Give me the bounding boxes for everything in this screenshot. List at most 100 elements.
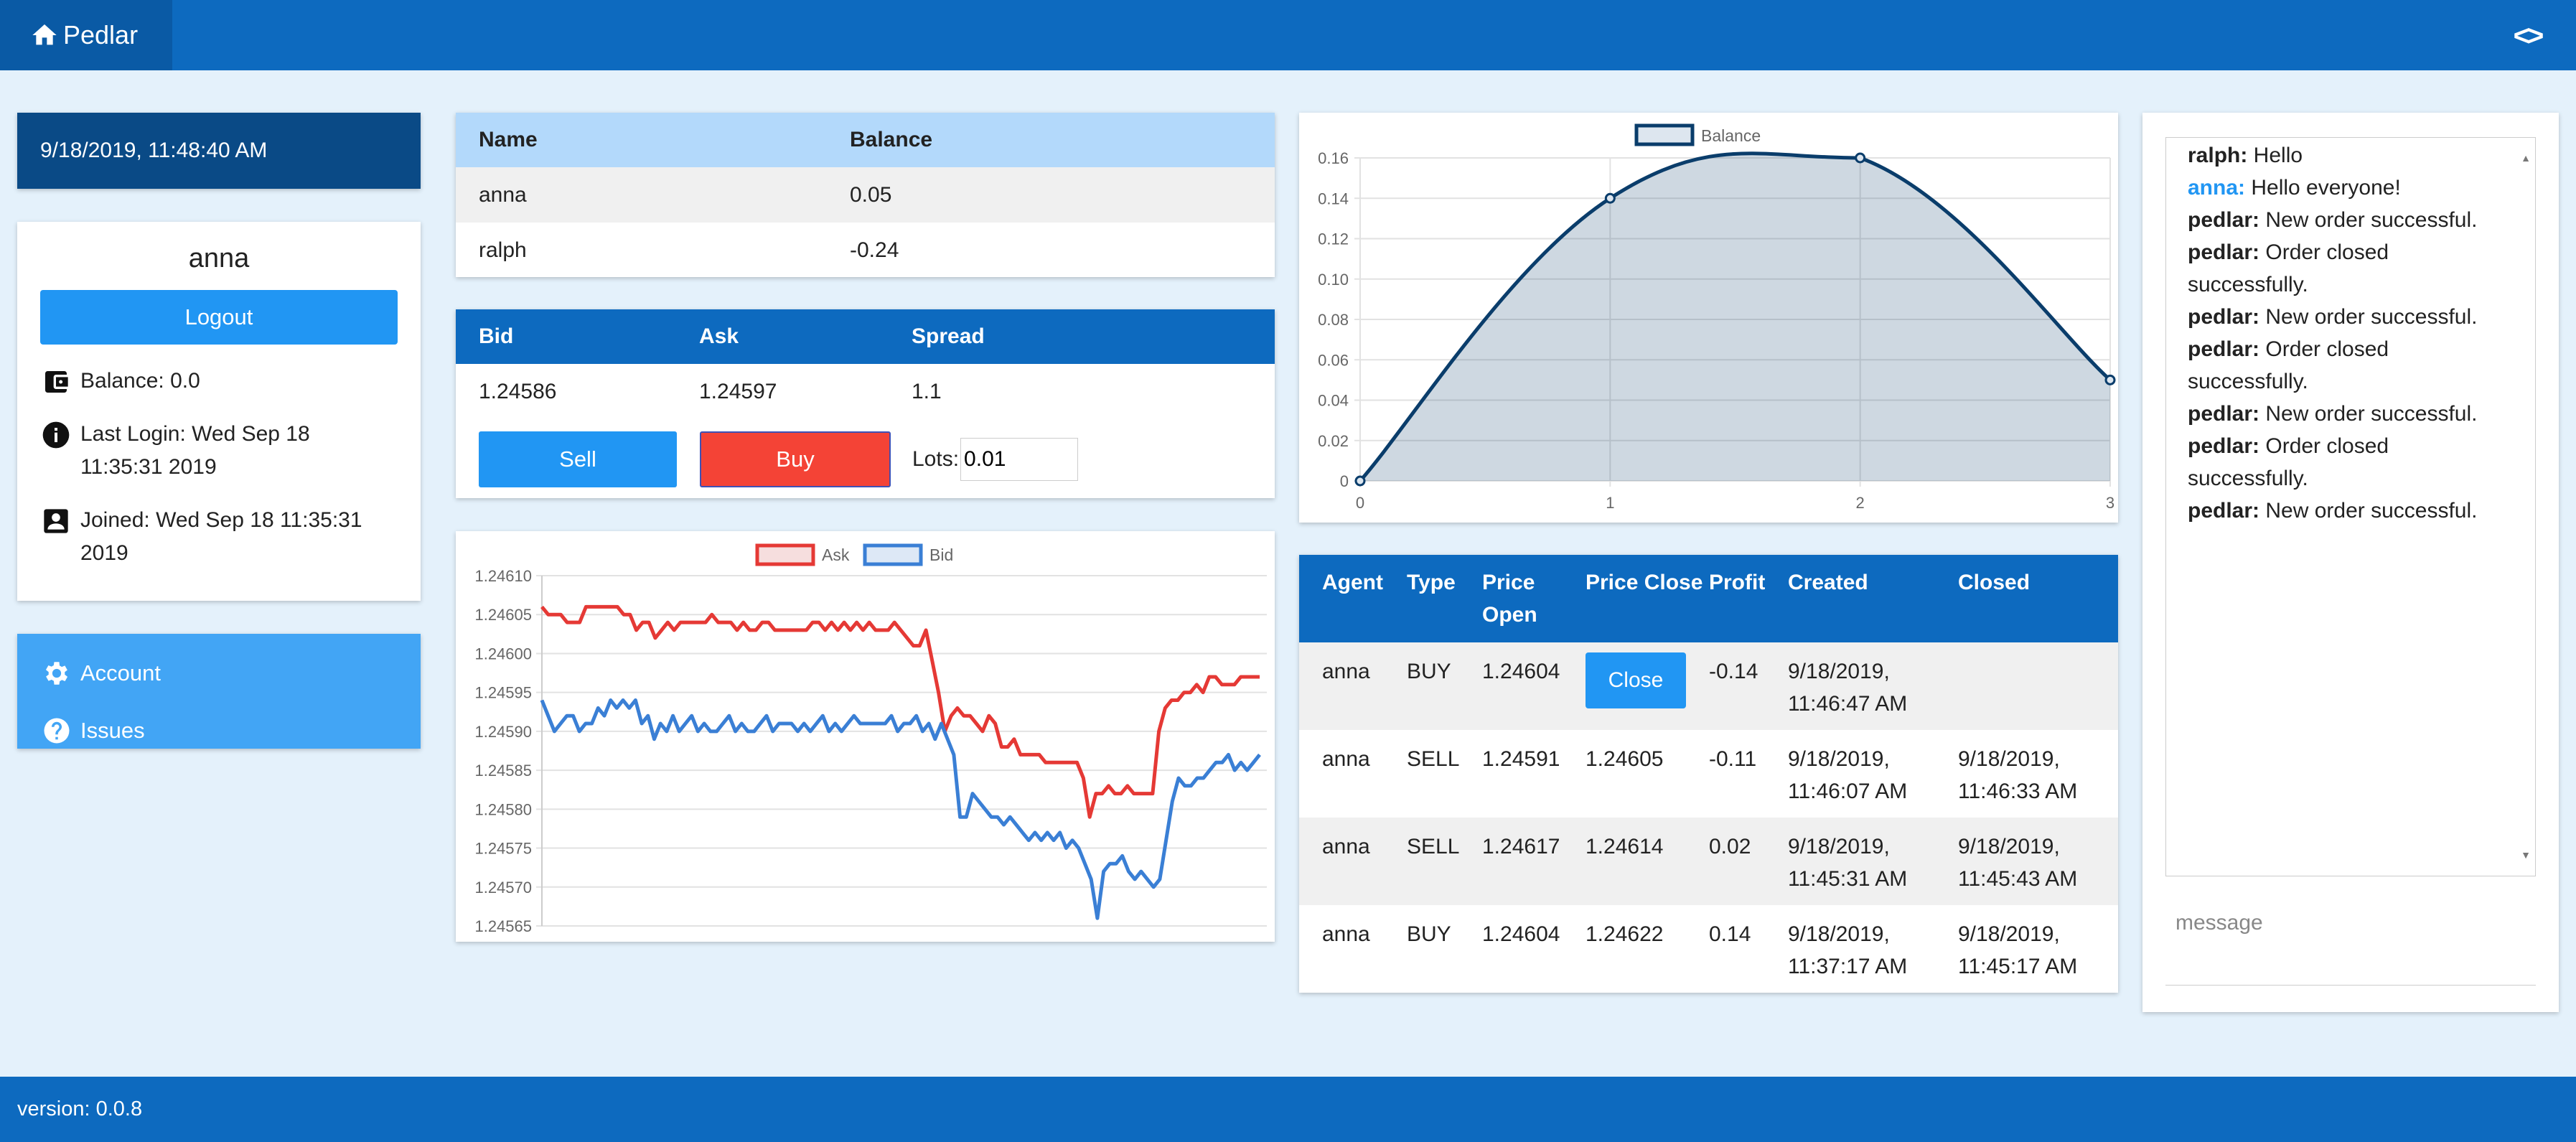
trade-controls: Sell Buy Lots: <box>479 431 1275 487</box>
accounts-table: Name Balance anna 0.05 ralph -0.24 <box>456 113 1275 278</box>
x-tick-label: 3 <box>2106 494 2114 512</box>
last-login-row: Last Login: Wed Sep 18 11:35:31 2019 <box>40 418 398 484</box>
order-agent: anna <box>1322 747 1370 771</box>
column-header-bid: Bid <box>456 309 676 364</box>
order-type: SELL <box>1407 818 1482 905</box>
y-tick-label: 1.24605 <box>474 606 532 624</box>
y-tick-label: 1.24600 <box>474 645 532 663</box>
column-header-name: Name <box>456 113 827 167</box>
legend-label: Balance <box>1701 126 1761 145</box>
chat-message: anna: Hello everyone! <box>2188 172 2506 204</box>
wallet-icon <box>40 366 72 398</box>
column-header-balance: Balance <box>827 113 1275 167</box>
order-created: 9/18/2019, 11:46:47 AM <box>1788 642 1958 730</box>
menu-item-issues[interactable]: Issues <box>17 702 421 759</box>
info-icon <box>40 419 72 451</box>
lots-label: Lots: <box>912 447 960 471</box>
chat-message: pedlar: Order closed successfully. <box>2188 236 2506 301</box>
chat-message: pedlar: Order closed successfully. <box>2188 430 2506 495</box>
table-row: 1.24586 1.24597 1.1 <box>456 364 1275 419</box>
order-type: BUY <box>1407 922 1451 946</box>
order-closed <box>1958 642 2118 730</box>
clock-text: 9/18/2019, 11:48:40 AM <box>40 139 268 162</box>
order-price-open: 1.24604 <box>1482 922 1560 946</box>
chat-message: pedlar: New order successful. <box>2188 495 2506 527</box>
version-text: version: 0.0.8 <box>17 1097 143 1120</box>
account-balance: -0.24 <box>850 238 899 262</box>
y-tick-label: 1.24580 <box>474 800 532 818</box>
home-link[interactable]: Pedlar <box>0 0 172 70</box>
spread-value: 1.1 <box>912 379 942 403</box>
scroll-down-icon[interactable]: ▼ <box>2521 849 2531 861</box>
app-title: Pedlar <box>63 20 139 50</box>
legend-swatch <box>1634 123 1695 146</box>
order-profit: -0.11 <box>1709 747 1757 771</box>
y-tick-label: 1.24590 <box>474 723 532 741</box>
y-tick-label: 0.02 <box>1318 432 1349 450</box>
chat-message-author: pedlar: <box>2188 499 2260 523</box>
message-input[interactable] <box>2165 899 2536 986</box>
sell-button[interactable]: Sell <box>479 431 677 487</box>
order-agent: anna <box>1299 642 1407 730</box>
series-line-ask <box>540 604 1260 819</box>
table-row: anna SELL 1.24617 1.24614 0.02 9/18/2019… <box>1299 818 2118 905</box>
footer: version: 0.0.8 <box>0 1077 2576 1142</box>
column-header-agent: Agent <box>1299 555 1407 642</box>
table-row: anna 0.05 <box>456 167 1275 223</box>
y-tick-label: 1.24595 <box>474 684 532 702</box>
y-tick-label: 1.24570 <box>474 879 532 897</box>
y-tick-label: 1.24575 <box>474 840 532 858</box>
table-row: ralph -0.24 <box>456 223 1275 278</box>
order-profit: 0.02 <box>1709 818 1788 905</box>
balance-text: Balance: 0.0 <box>80 369 200 393</box>
chat-message-text: New order successful. <box>2259 499 2478 523</box>
order-type: SELL <box>1407 747 1460 771</box>
order-profit: -0.14 <box>1709 642 1788 730</box>
chat-message-text: Hello everyone! <box>2245 176 2401 200</box>
table-header-row: Name Balance <box>456 113 1275 167</box>
balance-chart: 0.16 0.14 0.12 0.10 0.08 0.06 0.04 0.02 00 1 2 3 Bal… <box>1318 123 2116 512</box>
order-price-close: Close <box>1586 642 1709 730</box>
chat-log[interactable]: ▲ ▼ ralph: Hello anna: Hello everyone! ped… <box>2165 137 2536 876</box>
chat-message-author: pedlar: <box>2188 337 2260 361</box>
buy-button[interactable]: Buy <box>700 431 891 487</box>
order-agent: anna <box>1322 922 1370 946</box>
order-price-open: 1.24591 <box>1482 747 1560 771</box>
ask-value: 1.24597 <box>699 379 777 403</box>
last-login-text: Last Login: Wed Sep 18 11:35:31 2019 <box>80 422 310 479</box>
accounts-table-card: Name Balance anna 0.05 ralph -0.24 <box>456 113 1275 277</box>
quote-card: Bid Ask Spread 1.24586 1.24597 1.1 Sell … <box>456 309 1275 498</box>
quote-table: Bid Ask Spread 1.24586 1.24597 1.1 <box>456 309 1275 419</box>
balance-chart-card: 0.16 0.14 0.12 0.10 0.08 0.06 0.04 0.02 0 0 1 2 3 Bal… <box>1299 113 2118 523</box>
chat-card: ▲ ▼ ralph: Hello anna: Hello everyone! ped… <box>2142 113 2559 1012</box>
balance-point <box>1604 192 1616 204</box>
chat-message: pedlar: Order closed successfully. <box>2188 333 2506 398</box>
chat-message-author: anna: <box>2188 176 2246 200</box>
close-order-button[interactable]: Close <box>1586 652 1686 708</box>
chat-message-text: New order successful. <box>2259 305 2478 329</box>
menu-item-account-label: Account <box>80 660 161 685</box>
order-price-open: 1.24617 <box>1482 818 1586 905</box>
code-icon[interactable]: <> <box>2513 19 2544 52</box>
menu-item-account[interactable]: Account <box>17 645 421 702</box>
legend-swatch <box>755 543 815 566</box>
side-menu: Account Issues <box>17 634 421 749</box>
orders-table: Agent Type Price Open Price Close Profit… <box>1299 555 2118 993</box>
column-header-closed: Closed <box>1958 555 2118 642</box>
chat-message: pedlar: New order successful. <box>2188 301 2506 333</box>
logout-button[interactable]: Logout <box>40 290 398 345</box>
chat-message: pedlar: New order successful. <box>2188 398 2506 430</box>
y-tick-label: 0.16 <box>1318 149 1349 167</box>
scroll-up-icon[interactable]: ▲ <box>2521 152 2531 164</box>
help-icon <box>44 718 70 744</box>
order-created: 9/18/2019, 11:46:07 AM <box>1788 747 1908 803</box>
balance-point <box>2104 374 2116 385</box>
menu-item-issues-label: Issues <box>80 718 145 743</box>
legend-label: Bid <box>929 546 953 564</box>
legend-swatch <box>863 543 923 566</box>
account-balance: 0.05 <box>827 167 1275 223</box>
table-row: anna BUY 1.24604 1.24622 0.14 9/18/2019,… <box>1299 905 2118 993</box>
lots-input[interactable] <box>960 438 1079 481</box>
table-header-row: Agent Type Price Open Price Close Profit… <box>1299 555 2118 642</box>
column-header-spread: Spread <box>889 309 1275 364</box>
